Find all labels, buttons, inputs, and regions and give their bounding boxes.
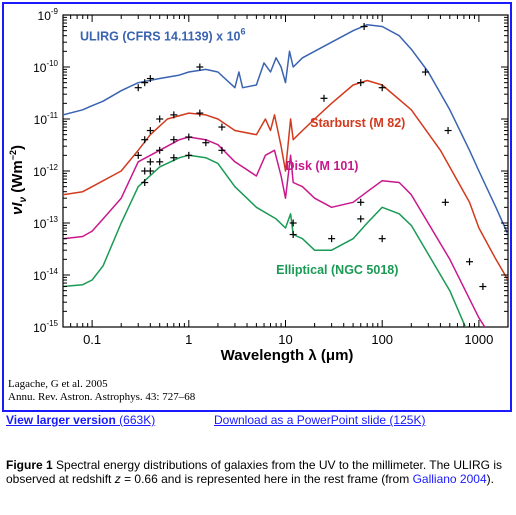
data-point-marker <box>328 235 336 243</box>
series-line-3 <box>63 154 467 327</box>
x-axis-label: Wavelength λ (μm) <box>221 347 354 364</box>
view-larger-link[interactable]: View larger version (663K) <box>6 413 156 427</box>
data-point-marker <box>146 158 154 166</box>
data-point-marker <box>156 158 164 166</box>
data-point-marker <box>141 179 149 187</box>
data-point-marker <box>289 219 297 227</box>
data-point-marker <box>357 79 365 87</box>
figure-frame <box>2 2 512 412</box>
data-point-marker <box>185 151 193 159</box>
data-point-marker <box>218 146 226 154</box>
data-point-marker <box>479 283 487 291</box>
y-tick-label: 10-14 <box>33 267 58 283</box>
data-point-marker <box>146 75 154 83</box>
data-point-marker <box>134 151 142 159</box>
x-tick-label: 1 <box>185 332 192 347</box>
y-tick-label: 10-10 <box>33 59 58 75</box>
data-point-marker <box>218 123 226 131</box>
data-point-marker <box>320 94 328 102</box>
data-point-marker <box>196 109 204 117</box>
data-point-marker <box>444 127 452 135</box>
data-point-marker <box>134 84 142 92</box>
data-point-marker <box>357 198 365 206</box>
data-point-marker <box>146 167 154 175</box>
data-point-marker <box>289 231 297 239</box>
figure-caption: Figure 1 Spectral energy distributions o… <box>6 458 502 486</box>
data-point-marker <box>170 111 178 119</box>
series-label-1: Starburst (M 82) <box>310 116 405 130</box>
y-tick-label: 10-9 <box>38 7 59 23</box>
y-tick-label: 10-12 <box>33 163 58 179</box>
data-point-marker <box>441 198 449 206</box>
data-point-marker <box>357 215 365 223</box>
download-ppt-link[interactable]: Download as a PowerPoint slide (125K) <box>214 413 426 427</box>
data-point-marker <box>421 68 429 76</box>
citation: Lagache, G et al. 2005 Annu. Rev. Astron… <box>8 378 195 404</box>
data-point-marker <box>156 115 164 123</box>
x-tick-label: 10 <box>278 332 292 347</box>
y-tick-label: 10-15 <box>33 319 58 335</box>
citation-journal: Annu. Rev. Astron. Astrophys. 43: 727–68 <box>8 391 196 403</box>
sed-chart: 0.1 1 10 100 1000 10-15 10-14 10-13 10-12 10-11 10… <box>8 7 509 364</box>
y-axis-label: νIν (Wm−2) <box>8 145 29 215</box>
citation-authors: Lagache, G et al. 2005 <box>8 378 108 390</box>
data-point-marker <box>196 63 204 71</box>
x-tick-label: 100 <box>371 332 393 347</box>
data-point-marker <box>170 154 178 162</box>
caption-figure-label: Figure 1 <box>6 458 53 472</box>
data-point-marker <box>378 84 386 92</box>
series-line-2 <box>63 136 486 327</box>
series-label-2: Disk (M 101) <box>286 159 359 173</box>
data-point-marker <box>378 235 386 243</box>
series-line-0 <box>63 23 508 235</box>
galliano-reference-link[interactable]: Galliano 2004 <box>412 472 487 486</box>
series-label-0: ULIRG (CFRS 14.1139) x 106 <box>80 27 246 44</box>
y-tick-label: 10-13 <box>33 215 58 231</box>
data-point-marker <box>141 79 149 87</box>
x-tick-label: 1000 <box>464 332 493 347</box>
data-point-marker <box>202 139 210 147</box>
data-point-marker <box>141 136 149 144</box>
series-label-3: Elliptical (NGC 5018) <box>276 263 398 277</box>
data-point-marker <box>360 23 368 31</box>
x-tick-label: 0.1 <box>83 332 101 347</box>
y-tick-label: 10-11 <box>34 111 59 127</box>
data-point-marker <box>185 133 193 141</box>
series-line-1 <box>63 79 508 281</box>
data-point-marker <box>156 146 164 154</box>
data-point-marker <box>146 127 154 135</box>
data-point-marker <box>466 258 474 266</box>
data-point-marker <box>170 136 178 144</box>
